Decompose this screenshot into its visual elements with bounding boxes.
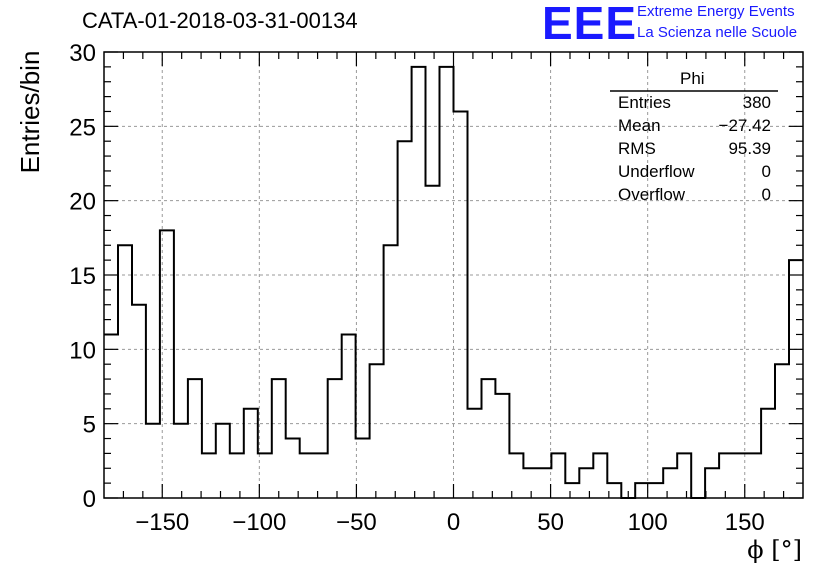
eee-logo: EEE <box>542 0 638 49</box>
stats-underflow-label: Underflow <box>618 162 695 181</box>
grid-lines <box>104 52 803 498</box>
eee-logo-line1: Extreme Energy Events <box>637 3 795 20</box>
y-axis-label: Entries/bin <box>15 51 45 174</box>
stats-rms-label: RMS <box>618 139 656 158</box>
stats-entries-value: 380 <box>742 93 771 112</box>
stats-mean-value: −27.42 <box>718 116 771 135</box>
y-tick-label: 10 <box>69 337 96 364</box>
x-tick-label: 0 <box>447 509 460 536</box>
tick-labels: −150 −100 −50 0 50 100 150 0 5 10 15 20 25 30 <box>69 40 764 536</box>
y-tick-label: 5 <box>83 412 96 439</box>
run-title: CATA-01-2018-03-31-00134 <box>82 8 358 33</box>
y-tick-label: 15 <box>69 263 96 290</box>
stats-overflow-label: Overflow <box>618 185 686 204</box>
x-tick-label: 100 <box>628 509 668 536</box>
x-tick-label: −150 <box>135 509 189 536</box>
stats-entries-label: Entries <box>618 93 671 112</box>
stats-mean-label: Mean <box>618 116 661 135</box>
y-tick-label: 20 <box>69 189 96 216</box>
stats-box-title: Phi <box>680 69 705 88</box>
plot-frame <box>103 51 804 499</box>
histogram-outline <box>104 65 803 499</box>
stats-rms-value: 95.39 <box>728 139 771 158</box>
x-axis-label: ϕ [°] <box>747 536 802 564</box>
y-tick-label: 30 <box>69 40 96 67</box>
stats-underflow-value: 0 <box>761 162 771 181</box>
eee-logo-line2: La Scienza nelle Scuole <box>637 24 798 41</box>
x-tick-label: 150 <box>725 509 765 536</box>
x-tick-label: −50 <box>336 509 377 536</box>
y-tick-label: 0 <box>83 486 96 513</box>
stats-overflow-value: 0 <box>761 185 771 204</box>
x-tick-label: 50 <box>537 509 564 536</box>
x-tick-label: −100 <box>232 509 286 536</box>
y-tick-label: 25 <box>69 114 96 141</box>
